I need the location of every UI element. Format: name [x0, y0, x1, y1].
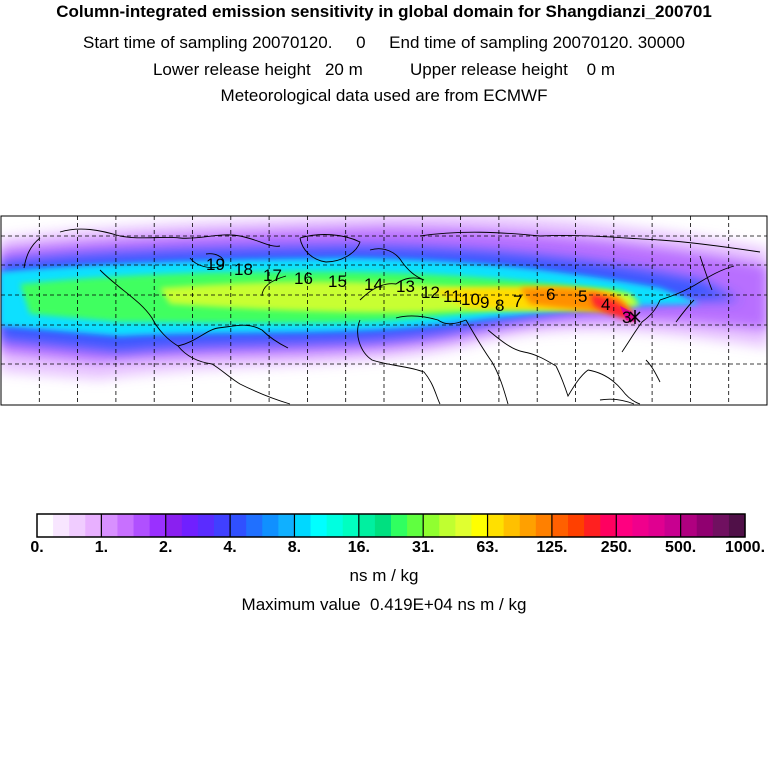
colorbar-swatch — [584, 514, 601, 537]
colorbar-swatch — [230, 514, 247, 537]
trajectory-label-6: 6 — [546, 285, 555, 304]
trajectory-label-13: 13 — [396, 277, 415, 296]
colorbar-swatch — [181, 514, 199, 537]
trajectory-label-18: 18 — [234, 260, 253, 279]
colorbar-swatch — [712, 514, 730, 537]
colorbar-swatch — [600, 514, 617, 537]
colorbar-swatch — [149, 514, 167, 537]
maximum-value-text: Maximum value 0.419E+04 ns m / kg — [241, 595, 527, 614]
colorbar-swatch — [471, 514, 489, 537]
trajectory-label-9: 9 — [480, 293, 489, 312]
trajectory-label-11: 11 — [443, 287, 461, 306]
colorbar-swatch — [519, 514, 537, 537]
colorbar-swatch — [69, 514, 86, 537]
source-location-marker — [629, 310, 641, 324]
colorbar-swatch — [310, 514, 328, 537]
colorbar-swatch — [278, 514, 296, 537]
trajectory-label-12: 12 — [421, 283, 440, 302]
colorbar-swatch — [85, 514, 102, 537]
colorbar — [36, 513, 746, 538]
trajectory-label-3: 3 — [622, 308, 631, 327]
colorbar-swatch — [37, 514, 54, 537]
colorbar-swatch — [728, 514, 746, 537]
colorbar-swatch — [165, 514, 183, 537]
trajectory-label-8: 8 — [495, 296, 504, 315]
colorbar-swatch — [197, 514, 215, 537]
colorbar-swatch — [358, 514, 376, 537]
trajectory-labels: 3 4 5 6 7 8 9 10 11 12 13 14 15 16 17 18… — [206, 255, 631, 327]
colorbar-swatch — [503, 514, 521, 537]
colorbar-swatch — [262, 514, 279, 537]
colorbar-tick-label: 63. — [476, 539, 499, 556]
colorbar-units: ns m / kg — [349, 566, 419, 585]
trajectory-label-15: 15 — [328, 272, 347, 291]
colorbar-tick-label: 250. — [600, 539, 632, 556]
plot-title: Column-integrated emission sensitivity i… — [56, 2, 712, 21]
colorbar-swatch — [535, 514, 553, 537]
colorbar-swatch — [487, 514, 505, 537]
met-data-info: Meteorological data used are from ECMWF — [220, 86, 548, 105]
trajectory-label-10: 10 — [461, 290, 480, 309]
trajectory-label-5: 5 — [578, 287, 587, 306]
colorbar-swatch — [101, 514, 119, 537]
colorbar-swatch — [423, 514, 440, 537]
colorbar-tick-label: 500. — [665, 539, 697, 556]
colorbar-swatch — [632, 514, 650, 537]
colorbar-swatch — [439, 514, 456, 537]
colorbar-swatch — [680, 514, 698, 537]
colorbar-tick-label: 8. — [287, 539, 302, 556]
colorbar-swatch — [648, 514, 666, 537]
colorbar-swatch — [664, 514, 682, 537]
trajectory-label-4: 4 — [601, 295, 610, 314]
colorbar-swatch — [117, 514, 135, 537]
colorbar-swatch — [342, 514, 360, 537]
trajectory-label-17: 17 — [263, 266, 282, 285]
colorbar-swatch — [374, 514, 392, 537]
colorbar-swatch — [53, 514, 70, 537]
release-height-info: Lower release height 20 m Upper release … — [152, 60, 616, 79]
colorbar-swatch — [294, 514, 312, 537]
colorbar-swatch — [246, 514, 263, 537]
colorbar-tick-label: 0. — [30, 539, 44, 556]
colorbar-tick-label: 16. — [347, 539, 370, 556]
sampling-time-info: Start time of sampling 20070120. 0 End t… — [83, 33, 685, 52]
colorbar-swatch — [616, 514, 633, 537]
colorbar-swatch — [696, 514, 714, 537]
coastlines — [23, 228, 761, 405]
colorbar-swatch — [391, 514, 408, 537]
colorbar-tick-label: 2. — [159, 539, 173, 556]
colorbar-swatch — [214, 514, 231, 537]
colorbar-swatch — [133, 514, 151, 537]
colorbar-tick-label: 31. — [412, 539, 435, 556]
trajectory-label-19: 19 — [206, 255, 225, 274]
trajectory-label-7: 7 — [513, 292, 522, 311]
colorbar-swatch — [551, 514, 569, 537]
colorbar-frame — [36, 513, 746, 538]
colorbar-swatch — [455, 514, 473, 537]
colorbar-swatch — [568, 514, 585, 537]
trajectory-label-14: 14 — [364, 275, 383, 294]
colorbar-tick-label: 125. — [536, 539, 568, 556]
trajectory-label-16: 16 — [294, 269, 313, 288]
colorbar-swatch — [407, 514, 424, 537]
colorbar-tick-label: 1000. — [724, 539, 766, 556]
colorbar-tick-label: 1. — [94, 539, 109, 556]
colorbar-swatch — [326, 514, 344, 537]
colorbar-tick-label: 4. — [223, 539, 237, 556]
